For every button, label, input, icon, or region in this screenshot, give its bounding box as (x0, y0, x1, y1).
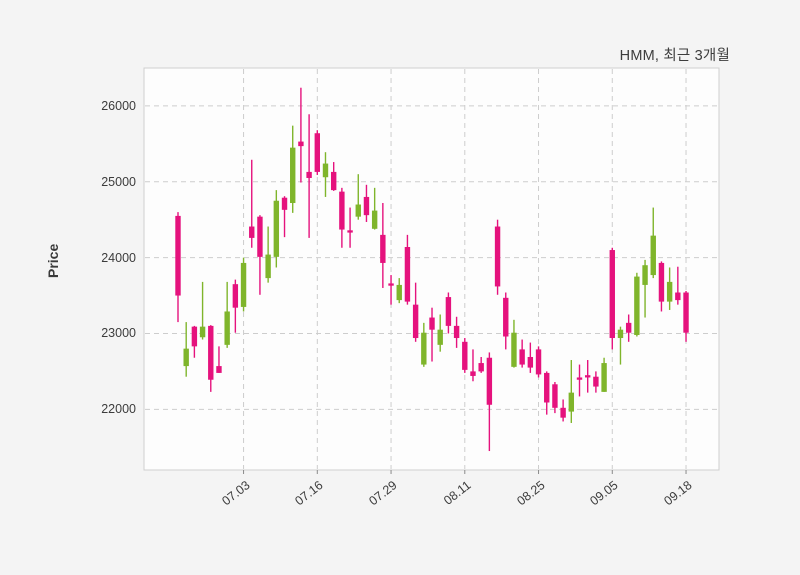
candle-body (388, 283, 394, 286)
candle-body (675, 292, 681, 301)
y-tick-label: 25000 (101, 174, 136, 189)
candle-body (363, 196, 370, 216)
chart-title: HMM, 최근 3개월 (619, 48, 730, 64)
candle-body (585, 375, 591, 378)
candle-body (544, 372, 550, 403)
candle-body (511, 332, 517, 367)
candle-body (322, 163, 329, 178)
candle-body (453, 325, 460, 339)
candle-body (191, 326, 198, 347)
candle-body (208, 325, 214, 380)
candle-body (314, 133, 320, 172)
candle-body (593, 376, 599, 387)
candle-body (224, 311, 230, 345)
candle-body (281, 197, 288, 210)
y-tick-label: 24000 (101, 250, 136, 265)
candle-body (658, 262, 665, 302)
candle-body (683, 292, 689, 333)
candle-body (421, 332, 427, 365)
candle-body (183, 348, 189, 367)
candle-body (609, 250, 615, 339)
candle-body (290, 147, 296, 204)
candle-body (535, 349, 542, 375)
candle-body (666, 281, 673, 302)
candle-body (617, 329, 624, 339)
candle-body (470, 371, 476, 376)
y-tick-label: 26000 (101, 98, 136, 113)
candle-body (404, 247, 411, 302)
candle-body (175, 215, 181, 296)
candle-body (265, 254, 271, 279)
candle-body (568, 392, 575, 412)
candle-body (462, 341, 468, 370)
candle-body (552, 384, 558, 408)
candle-body (412, 304, 419, 339)
candle-body (601, 363, 607, 392)
candle-body (240, 262, 247, 307)
candle-body (576, 377, 583, 380)
candle-body (560, 407, 566, 418)
y-tick-label: 23000 (101, 326, 136, 341)
candle-body (199, 326, 206, 338)
candle-body (486, 357, 493, 405)
candle-body (273, 200, 280, 257)
candle-body (306, 171, 312, 178)
y-axis-label: Price (45, 243, 61, 278)
candle-body (634, 276, 640, 335)
y-tick-label: 22000 (101, 402, 136, 417)
plot-area (143, 67, 720, 471)
candle-body (249, 226, 255, 238)
candle-body (380, 234, 386, 263)
candle-body (216, 366, 222, 373)
candle-body (437, 329, 443, 345)
candle-body (519, 349, 525, 365)
candle-body (625, 322, 632, 333)
candle-body (642, 265, 648, 285)
candle-body (232, 284, 239, 308)
candle-body (527, 356, 534, 368)
candle-body (355, 204, 361, 217)
candle-body (429, 317, 435, 330)
candle-body (478, 363, 484, 372)
candle-body (347, 230, 353, 233)
candle-body (445, 297, 452, 326)
candle-body (339, 191, 345, 230)
candle-body (503, 297, 509, 337)
candle-body (257, 216, 263, 257)
candle-body (650, 235, 656, 276)
candle-body (298, 141, 304, 147)
candle-body (330, 171, 337, 191)
candle-body (396, 284, 402, 301)
candle-body (494, 226, 501, 287)
candle-body (371, 210, 378, 229)
